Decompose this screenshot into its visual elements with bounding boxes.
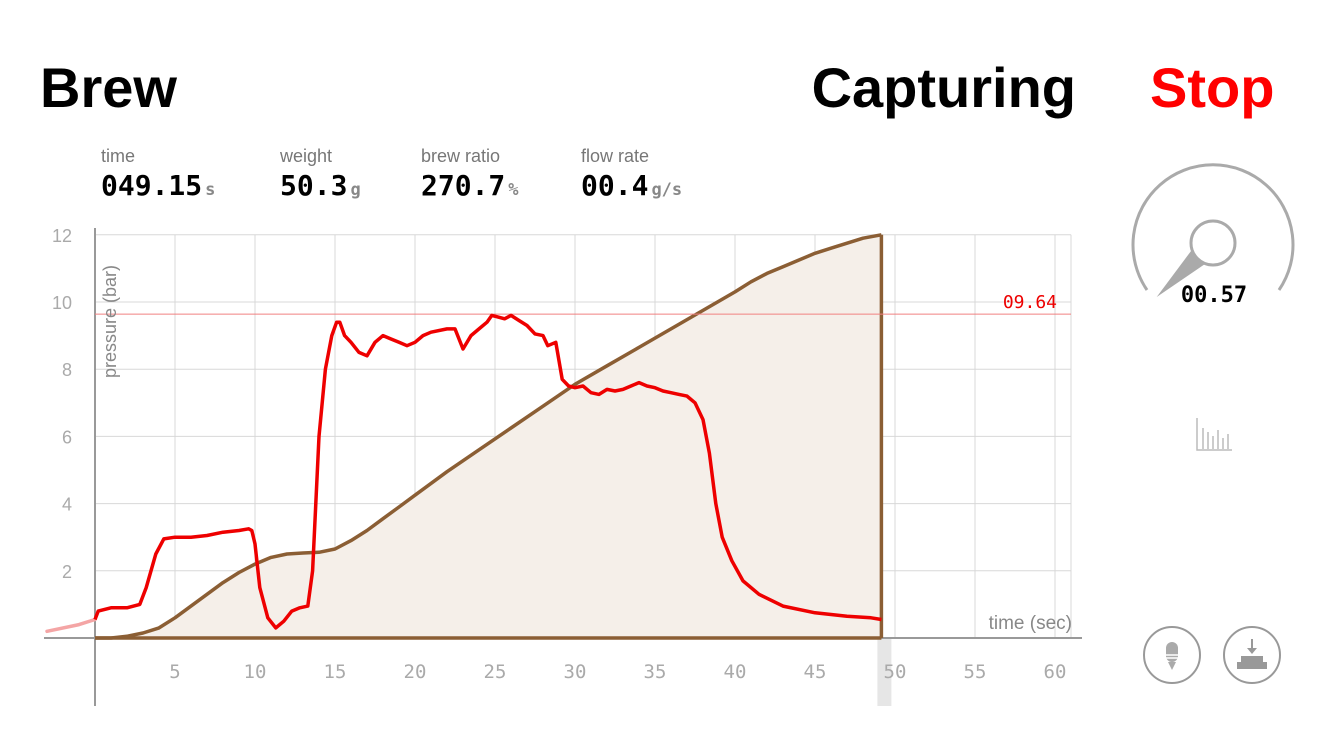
x-tick-label: 50 (884, 661, 907, 683)
x-tick-label: 40 (724, 661, 747, 683)
x-tick-label: 10 (244, 661, 267, 683)
y-tick-label: 2 (62, 562, 72, 582)
y-tick-label: 4 (62, 495, 72, 515)
reference-line-label: 09.64 (1003, 292, 1057, 313)
pressure-chart: 09.64 5 10 15 20 25 30 35 40 45 50 55 60 2 4 6 8 10 12 pres… (44, 226, 1082, 706)
metric-weight-label: weight (280, 146, 333, 166)
x-tick-label: 15 (324, 661, 347, 683)
metric-flow-rate-label: flow rate (581, 146, 650, 166)
metric-brew-ratio-unit: % (508, 180, 519, 200)
metric-flow-rate-value: 00.4 g/s (581, 169, 682, 202)
capture-status: Capturing (811, 56, 1076, 119)
metric-time: time 049.15 s (101, 146, 215, 202)
y-tick-label: 6 (62, 427, 72, 447)
weight-line (95, 233, 882, 640)
tare-button[interactable] (1143, 626, 1201, 684)
y-tick-label: 12 (52, 226, 72, 246)
metric-time-value: 049.15 s (101, 169, 215, 202)
x-tick-label: 60 (1044, 661, 1067, 683)
metric-brew-ratio-number: 270.7 (421, 169, 506, 202)
x-tick-label: 35 (644, 661, 667, 683)
metric-flow-rate-number: 00.4 (581, 169, 649, 202)
save-download-icon (1237, 639, 1267, 669)
x-tick-label: 5 (169, 661, 180, 683)
x-tick-label: 45 (804, 661, 827, 683)
metric-time-number: 049.15 (101, 169, 203, 202)
x-tick-label: 30 (564, 661, 587, 683)
y-tick-label: 8 (62, 360, 72, 380)
metric-weight-unit: g (350, 180, 361, 200)
metric-time-label: time (101, 146, 136, 166)
y-tick-label: 10 (52, 293, 72, 313)
time-cursor-band (877, 638, 892, 706)
metric-brew-ratio: brew ratio 270.7% (421, 146, 519, 202)
metric-time-unit: s (205, 180, 216, 200)
metric-brew-ratio-value: 270.7% (421, 169, 519, 202)
gauge-hub (1189, 219, 1237, 267)
gauge-arc (1131, 163, 1295, 291)
page-title: Brew (40, 56, 177, 119)
weight-area-fill (95, 234, 882, 639)
metric-weight: weight 50.3 g (280, 146, 361, 202)
pressure-line (93, 313, 882, 630)
flow-gauge (1131, 163, 1295, 297)
histogram-icon[interactable] (1194, 416, 1234, 456)
stop-button[interactable]: Stop (1150, 56, 1275, 119)
pressure-preinfusion-line (45, 617, 97, 634)
metric-flow-rate: flow rate 00.4 g/s (581, 146, 682, 202)
metric-brew-ratio-label: brew ratio (421, 146, 501, 166)
gauge-value: 00.57 (1180, 283, 1248, 308)
x-axis-label: time (sec) (989, 613, 1072, 634)
metric-weight-value: 50.3 g (280, 169, 361, 202)
metric-flow-rate-unit: g/s (651, 180, 683, 200)
y-axis-label: pressure (bar) (100, 265, 120, 378)
metric-weight-number: 50.3 (280, 169, 348, 202)
x-tick-label: 55 (964, 661, 987, 683)
tare-icon (1166, 642, 1178, 670)
save-button[interactable] (1223, 626, 1281, 684)
x-tick-label: 25 (484, 661, 507, 683)
x-tick-label: 20 (404, 661, 427, 683)
